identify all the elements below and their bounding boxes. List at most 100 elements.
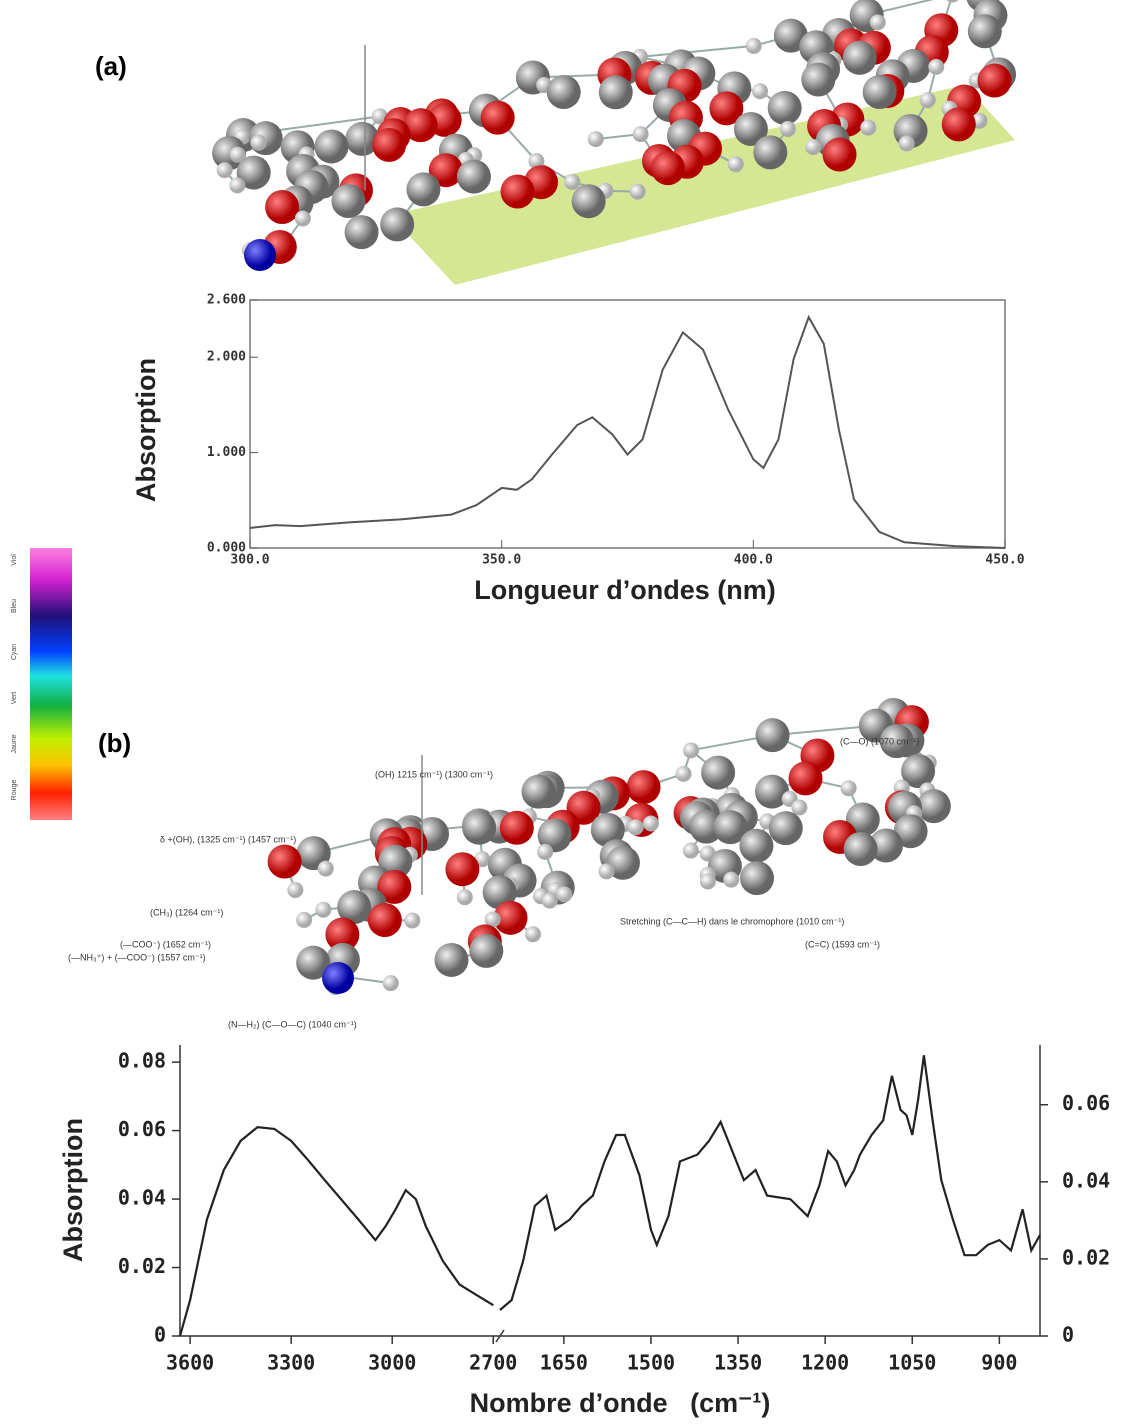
y2-tick-label: 0.04 (1062, 1168, 1110, 1192)
x-tick-label: 300.0 (230, 553, 269, 568)
atom (823, 138, 857, 172)
atom (863, 75, 897, 109)
figure: ViolBleuCyanVertJauneRouge0.0001.0002.00… (0, 0, 1137, 1427)
atom (791, 800, 807, 816)
y2-tick-label: 0.06 (1062, 1091, 1110, 1115)
x-tick-label: 1500 (627, 1351, 675, 1375)
y2-tick-label: 0.02 (1062, 1245, 1110, 1269)
x-tick-label: 3000 (368, 1351, 416, 1375)
atom (633, 126, 649, 142)
atom (331, 184, 365, 218)
atom (599, 75, 633, 109)
atom (676, 766, 692, 782)
atom (537, 844, 553, 860)
atom (547, 75, 581, 109)
atom (968, 14, 1002, 48)
atom (628, 819, 644, 835)
annotation: (—NH₃⁺) + (—COO⁻) (1557 cm⁻¹) (68, 952, 206, 962)
atom (768, 91, 802, 125)
x-tick-label: 1350 (714, 1351, 762, 1375)
atom (556, 886, 572, 902)
atom (945, 0, 961, 2)
y-tick-label: 1.000 (207, 445, 246, 460)
atom (314, 129, 348, 163)
atom (383, 975, 399, 991)
atom (434, 943, 468, 977)
spectrum-line (250, 317, 1005, 548)
atom (244, 239, 276, 271)
annotation: (C=C) (1593 cm⁻¹) (805, 939, 880, 949)
atom (500, 811, 534, 845)
atom (740, 861, 774, 895)
color-bar-label: Bleu (11, 599, 18, 613)
atom (287, 882, 303, 898)
atom (457, 160, 491, 194)
atom (701, 756, 735, 790)
atom (627, 770, 661, 804)
atom (769, 811, 803, 845)
atom (268, 845, 302, 879)
atom (469, 934, 503, 968)
atom (860, 120, 876, 136)
y-tick-label: 2.600 (207, 293, 246, 308)
atom (942, 107, 976, 141)
annotation: (N—H₂) (C—O—C) (1040 cm⁻¹) (228, 1019, 357, 1029)
panel-label: (b) (98, 728, 131, 758)
atom (229, 177, 245, 193)
atom (643, 815, 659, 831)
atom (899, 135, 915, 151)
atom (522, 775, 556, 809)
annotation: (OH) 1215 cm⁻¹) (1300 cm⁻¹) (375, 769, 493, 779)
x-tick-label: 350.0 (482, 553, 521, 568)
atom (739, 829, 773, 863)
atom (368, 903, 402, 937)
y-tick-label: 0.06 (118, 1117, 166, 1141)
atom (525, 926, 541, 942)
y2-tick-label: 0 (1062, 1323, 1074, 1347)
panel-label: (a) (95, 51, 127, 81)
atom (501, 175, 535, 209)
x-tick-label: 3300 (267, 1351, 315, 1375)
y-tick-label: 0.04 (118, 1186, 166, 1210)
color-bar-label: Viol (11, 554, 18, 566)
atom (599, 863, 615, 879)
atom (723, 872, 739, 888)
atom (345, 215, 379, 249)
atom (295, 210, 311, 226)
atom (801, 63, 835, 97)
x-tick-label: 3600 (166, 1351, 214, 1375)
color-bar-label: Jaune (11, 734, 18, 753)
color-bar (30, 548, 72, 820)
atom (978, 64, 1012, 98)
atom (296, 912, 312, 928)
atom (651, 151, 685, 185)
atom (572, 184, 606, 218)
atom (752, 83, 768, 99)
spectrum-line (500, 1055, 1040, 1310)
atom (746, 38, 762, 54)
atom (756, 718, 790, 752)
annotation: (C—O) (1070 cm⁻¹) (840, 736, 919, 746)
x-tick-label: 1200 (801, 1351, 849, 1375)
x-tick-label: 400.0 (734, 553, 773, 568)
atom (805, 139, 821, 155)
atom (844, 832, 878, 866)
y-tick-label: 0 (154, 1323, 166, 1347)
bond (640, 46, 754, 57)
atom (406, 172, 440, 206)
y-axis-label: Absorption (58, 1118, 88, 1262)
atom (457, 889, 473, 905)
atom (322, 962, 354, 994)
y-tick-label: 0.08 (118, 1049, 166, 1073)
plot-frame (250, 300, 1005, 548)
atom (728, 156, 744, 172)
atom (217, 162, 233, 178)
atom (445, 852, 479, 886)
atom (481, 101, 515, 135)
color-bar-label: Vert (11, 692, 18, 705)
atom (630, 184, 646, 200)
atom (753, 135, 787, 169)
annotation: Stretching (C—C—H) dans le chromophore (… (620, 916, 844, 926)
annotation: δ +(OH), (1325 cm⁻¹) (1457 cm⁻¹) (160, 834, 296, 844)
annotation: (—COO⁻) (1652 cm⁻¹) (120, 939, 211, 949)
